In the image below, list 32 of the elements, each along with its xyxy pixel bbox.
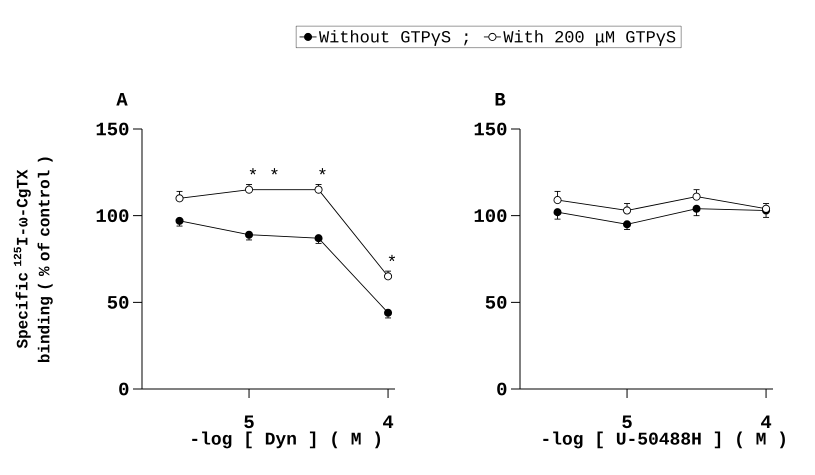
y-tick-label: 0 [497, 382, 506, 396]
x-tick-label: 4 [383, 416, 394, 428]
point [245, 186, 254, 194]
annotation: * [388, 254, 396, 262]
point [623, 220, 632, 228]
x-tick-label: 4 [761, 416, 772, 428]
y-tick-label: 150 [474, 122, 506, 136]
point [314, 186, 323, 194]
point [175, 194, 184, 202]
y-tick-label: 100 [474, 209, 506, 222]
y-tick-label: 50 [486, 296, 506, 309]
point [623, 206, 632, 214]
chart-title: B [496, 93, 506, 106]
legend-label: Without GTPγS ; [318, 30, 468, 46]
point [692, 204, 701, 213]
point [314, 234, 323, 242]
point [554, 208, 562, 216]
legend-label: With 200 μM GTPγS [503, 30, 676, 46]
y-tick-label: 150 [96, 122, 128, 136]
x-tick-label: 5 [622, 416, 632, 428]
y-tick-label: 50 [108, 296, 128, 309]
annotation: * * [250, 168, 278, 174]
y-tick-label: 0 [119, 382, 128, 396]
y-tick-label: 100 [96, 209, 128, 222]
point [245, 230, 254, 239]
x-axis-title: -log [ U-50488H ] ( M ) [543, 432, 785, 448]
x-tick-label: 5 [244, 416, 254, 428]
chart-title: A [116, 93, 128, 106]
point [554, 196, 562, 204]
point [692, 192, 701, 201]
annotation: * [319, 168, 326, 174]
x-axis-title: -log [ Dyn ] ( M ) [192, 432, 380, 448]
